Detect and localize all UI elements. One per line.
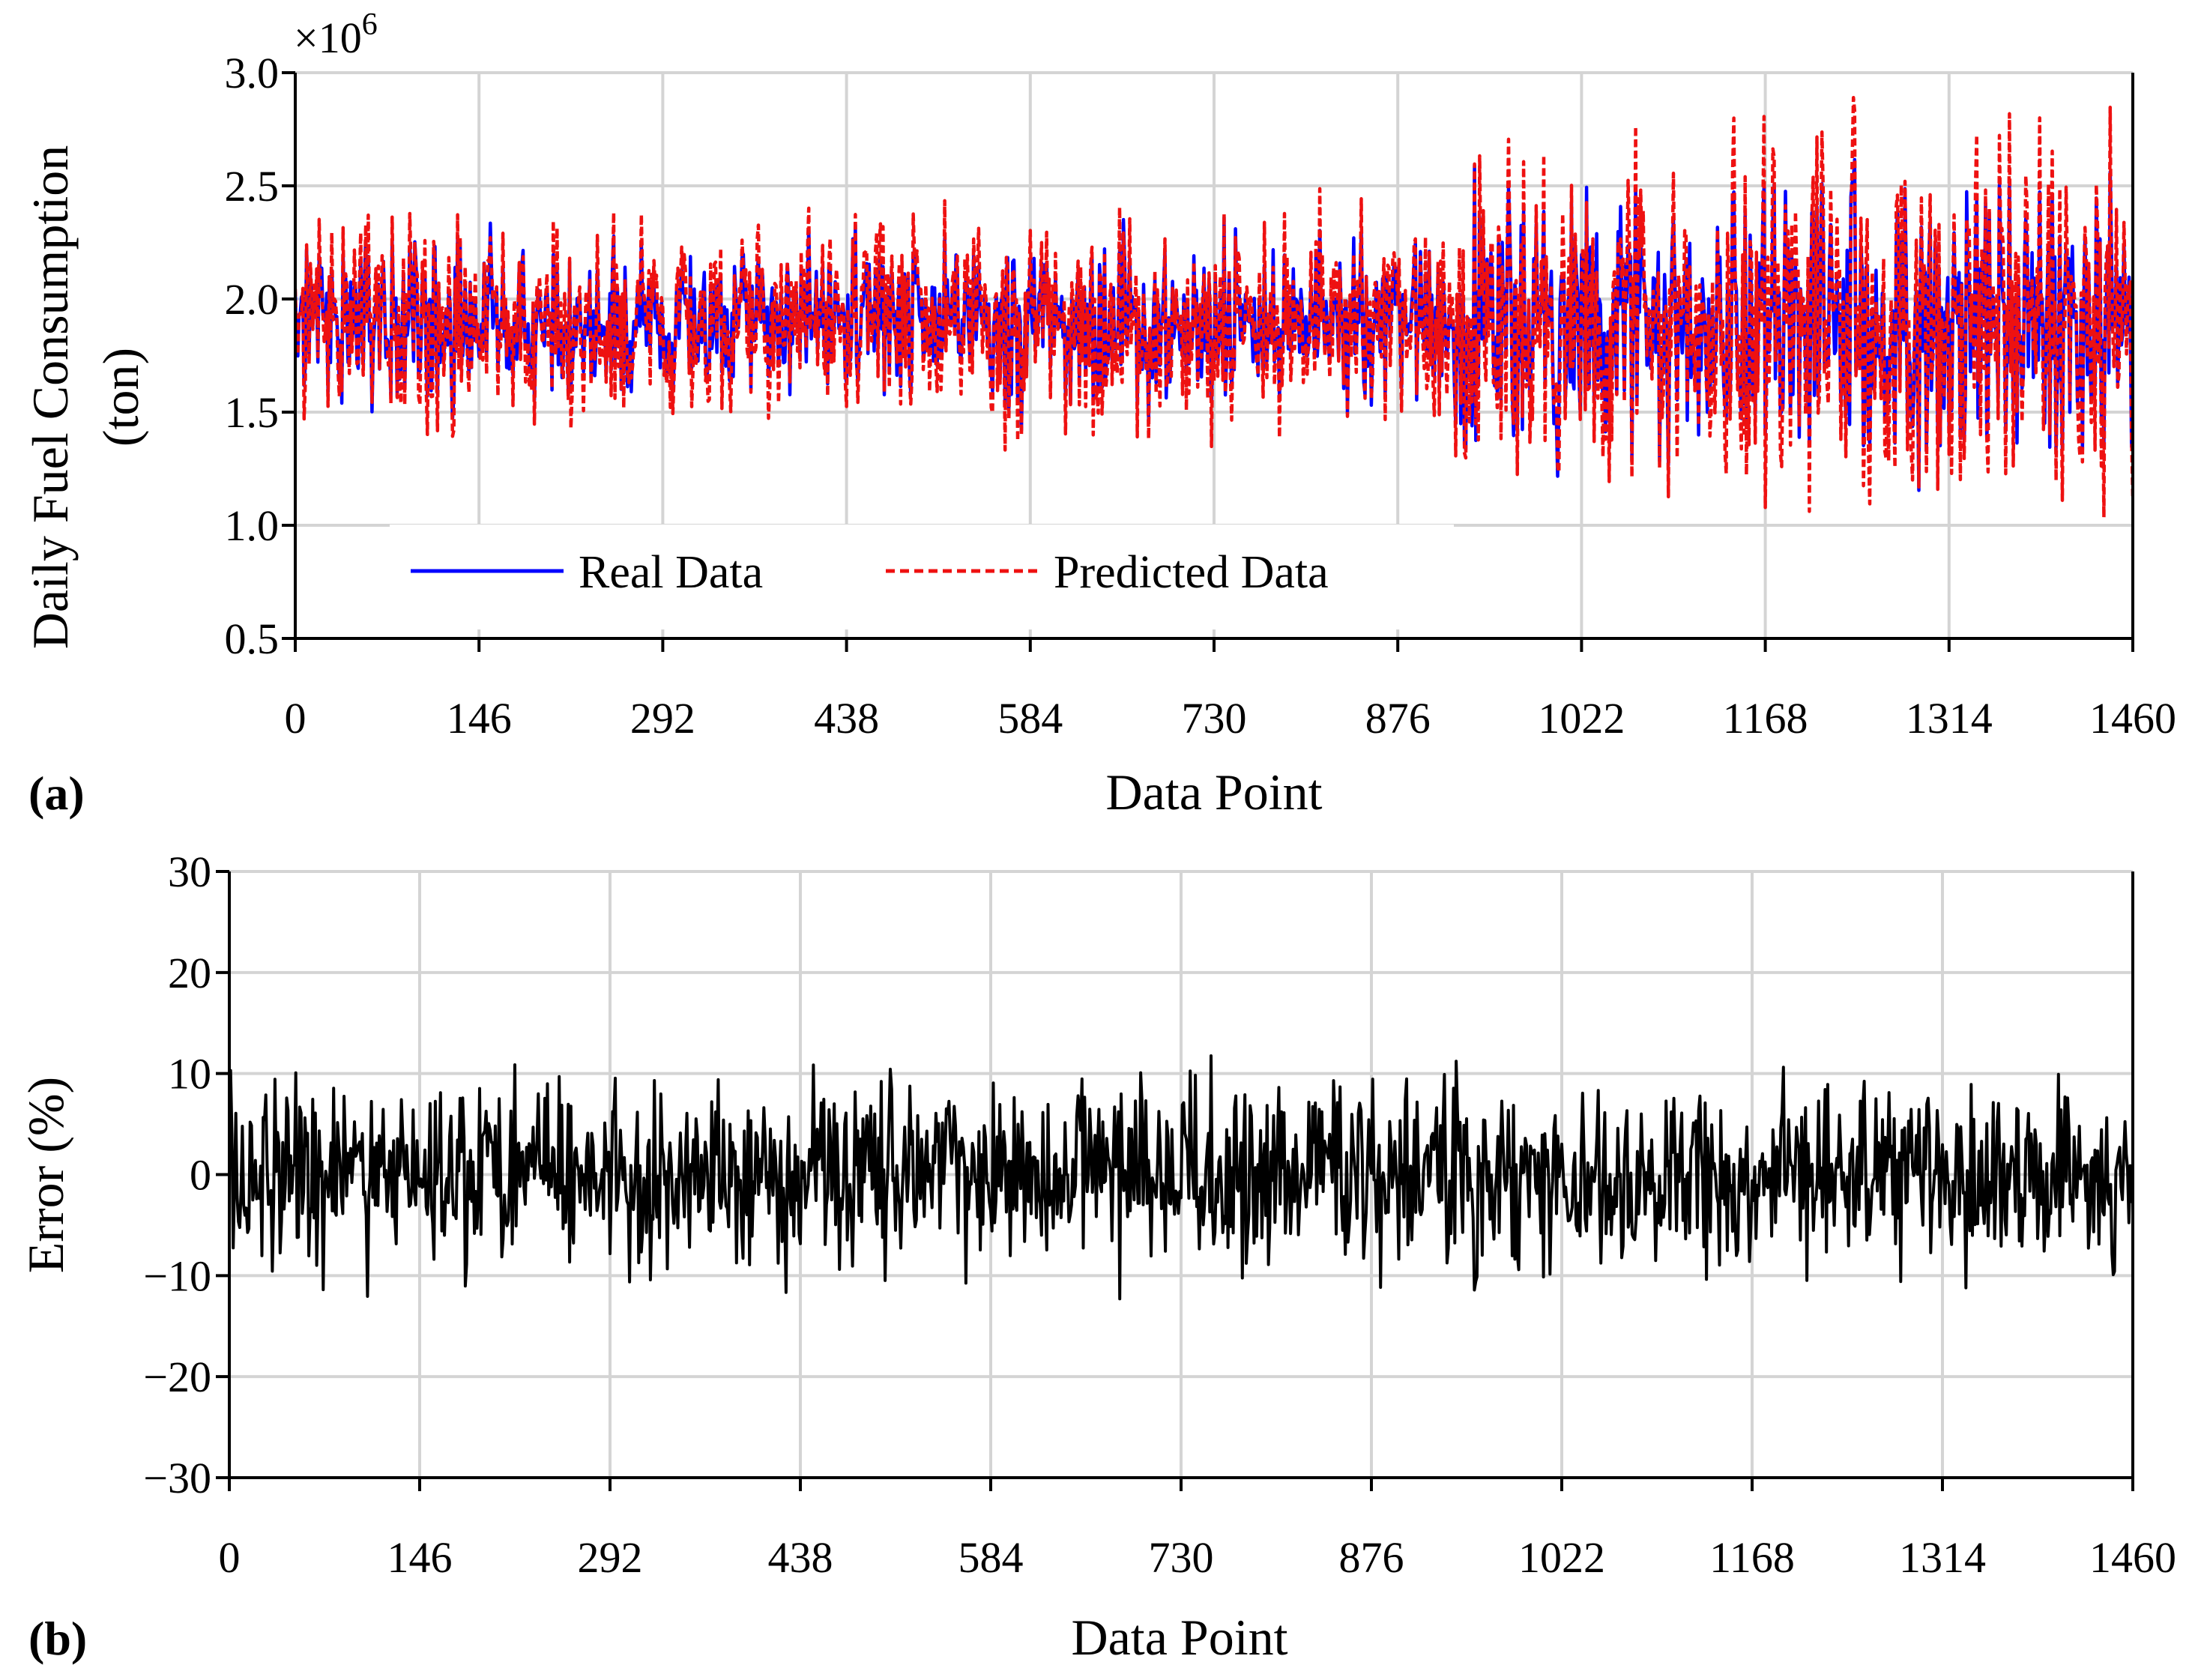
- panel-b-x-axis-title: Data Point: [1072, 1609, 1288, 1666]
- legend-real-data-label: Real Data: [579, 547, 763, 598]
- panel-a-y-axis-title-line2: (ton): [92, 348, 149, 447]
- panel-a-axes: [282, 71, 2134, 652]
- panel-b-label: (b): [28, 1612, 87, 1665]
- panel-a-xtick-label-1314: 1314: [1906, 694, 1993, 743]
- panel-a-y-multiplier: ×106: [294, 7, 378, 62]
- panel-b-xtick-label-730: 730: [1149, 1533, 1214, 1582]
- panel-a-legend: Real Data Predicted Data: [390, 525, 1454, 629]
- panel-b-xtick-label-1168: 1168: [1709, 1533, 1795, 1582]
- panel-b-ytick-label-10: 10: [168, 1050, 211, 1099]
- panel-b-ytick-label--30: −30: [143, 1454, 211, 1502]
- panel-b-axes: [216, 870, 2134, 1491]
- panel-b-ytick-label-30: 30: [168, 847, 211, 896]
- panel-b-chart: 0 146 292 438 584 730 876 1022 1168 1314 1460 −30 −2…: [17, 847, 2176, 1666]
- panel-a-legend-background: [390, 525, 1454, 629]
- panel-b-y-axis-title: Error (%): [17, 1077, 74, 1273]
- panel-a-ytick-label-0.5: 0.5: [225, 614, 280, 663]
- panel-b-xtick-label-292: 292: [578, 1533, 643, 1582]
- panel-a-xtick-label-0: 0: [285, 694, 307, 743]
- panel-a-chart: 0 146 292 438 584 730 876 1022 1168 1314 1460 0.5 1.…: [22, 7, 2176, 821]
- panel-a-tick-labels: 0 146 292 438 584 730 876 1022 1168 1314 1460 0.5 1.…: [225, 49, 2177, 743]
- panel-a-series-predicted-data: [295, 96, 2133, 519]
- panel-b-xtick-label-0: 0: [219, 1533, 241, 1582]
- panel-b-xtick-label-1460: 1460: [2089, 1533, 2176, 1582]
- panel-b-xtick-label-438: 438: [768, 1533, 833, 1582]
- panel-b-series-error: [229, 1054, 2133, 1301]
- panel-a-ytick-label-1: 1.0: [225, 501, 280, 550]
- panel-a-xtick-label-292: 292: [630, 694, 695, 743]
- panel-a-xtick-label-584: 584: [997, 694, 1063, 743]
- panel-b-xtick-label-876: 876: [1339, 1533, 1404, 1582]
- panel-a-ytick-label-2.5: 2.5: [225, 162, 280, 211]
- panel-a-xtick-label-1168: 1168: [1723, 694, 1808, 743]
- panel-a-xtick-label-876: 876: [1365, 694, 1431, 743]
- panel-a-y-axis-title-line1: Daily Fuel Consumption: [22, 145, 79, 649]
- panel-a-xtick-label-1460: 1460: [2089, 694, 2176, 743]
- panel-b-ytick-label--20: −20: [143, 1353, 211, 1401]
- panel-b-grid: [229, 870, 2134, 1478]
- panel-b-ytick-label--10: −10: [143, 1251, 211, 1300]
- panel-a-ytick-label-3: 3.0: [225, 49, 280, 97]
- panel-b-ytick-label-20: 20: [168, 949, 211, 997]
- panel-b-xtick-label-584: 584: [958, 1533, 1024, 1582]
- panel-b-xtick-label-146: 146: [387, 1533, 453, 1582]
- panel-a-x-axis-title: Data Point: [1106, 764, 1323, 821]
- panel-b-xtick-label-1314: 1314: [1899, 1533, 1986, 1582]
- panel-a-ytick-label-1.5: 1.5: [225, 388, 280, 437]
- panel-a-xtick-label-146: 146: [447, 694, 512, 743]
- panel-a-ytick-label-2: 2.0: [225, 275, 280, 324]
- legend-predicted-data-label: Predicted Data: [1054, 547, 1329, 598]
- panel-b-tick-labels: 0 146 292 438 584 730 876 1022 1168 1314 1460 −30 −2…: [143, 847, 2176, 1582]
- panel-a-xtick-label-730: 730: [1182, 694, 1247, 743]
- panel-b-ytick-label-0: 0: [190, 1151, 211, 1200]
- panel-b-xtick-label-1022: 1022: [1518, 1533, 1605, 1582]
- panel-a-xtick-label-1022: 1022: [1538, 694, 1625, 743]
- panel-a-label: (a): [28, 767, 85, 820]
- panel-a-xtick-label-438: 438: [814, 694, 879, 743]
